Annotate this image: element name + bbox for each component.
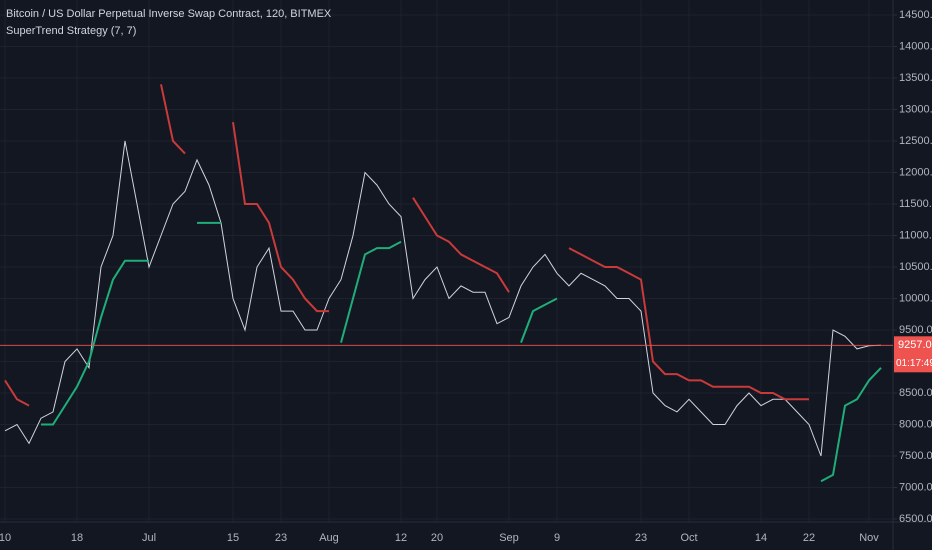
x-tick-label: 20 [431, 532, 443, 544]
y-tick-label: 11500.0 [899, 198, 932, 210]
y-tick-label: 9500.0 [899, 324, 932, 336]
plot [4, 84, 882, 483]
x-tick-label: Sep [499, 532, 519, 544]
countdown-label: 01:17:49 [896, 358, 932, 369]
x-tick-label: 23 [275, 532, 287, 544]
x-tick-label: Aug [319, 532, 339, 544]
y-tick-label: 13000.0 [899, 103, 932, 115]
x-tick-label: 12 [395, 532, 407, 544]
x-tick-label: 22 [803, 532, 815, 544]
series-line [41, 221, 882, 483]
chart-title: Bitcoin / US Dollar Perpetual Inverse Sw… [6, 8, 332, 20]
y-tick-label: 14500.0 [899, 9, 932, 21]
x-tick-label: Oct [680, 532, 697, 544]
y-tick-label: 14000.0 [899, 40, 932, 52]
x-tick-label: 23 [635, 532, 647, 544]
last-price-box [894, 336, 932, 373]
y-tick-label: 12500.0 [899, 135, 932, 147]
x-tick-label: 10 [0, 532, 11, 544]
y-tick-label: 13500.0 [899, 72, 932, 84]
y-tick-label: 6500.0 [899, 513, 932, 525]
x-tick-label: Nov [859, 532, 879, 544]
y-tick-label: 11000.0 [899, 229, 932, 241]
y-tick-label: 8000.0 [899, 418, 932, 430]
y-tick-label: 12000.0 [899, 166, 932, 178]
y-tick-label: 7000.0 [899, 481, 932, 493]
x-tick-label: 18 [71, 532, 83, 544]
indicator-label: SuperTrend Strategy (7, 7) [6, 25, 136, 37]
y-tick-label: 10000.0 [899, 292, 932, 304]
y-tick-label: 8500.0 [899, 387, 932, 399]
x-tick-label: 15 [227, 532, 239, 544]
y-tick-label: 7500.0 [899, 450, 932, 462]
x-tick-label: 9 [554, 532, 560, 544]
last-price-label: 9257.0 [898, 339, 932, 351]
x-tick-label: Jul [142, 532, 156, 544]
y-tick-label: 10500.0 [899, 261, 932, 273]
series-line [4, 84, 809, 407]
x-tick-label: 14 [755, 532, 767, 544]
series-line [4, 140, 882, 457]
